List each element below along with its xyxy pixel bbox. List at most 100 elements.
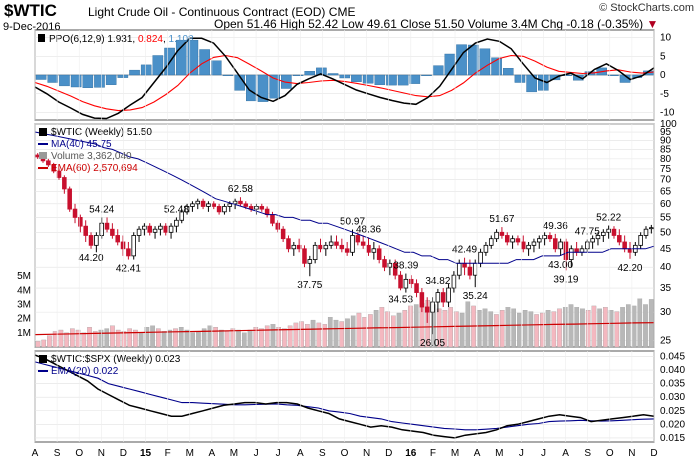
ppo-histogram-bar <box>210 60 222 76</box>
price-candle-body <box>355 235 361 243</box>
x-axis-label: A <box>562 448 569 459</box>
price-candle-body <box>110 228 115 236</box>
price-candle-body <box>430 301 435 313</box>
x-axis-label: A <box>209 448 216 459</box>
volume-bar <box>213 327 218 348</box>
volume-bar <box>499 310 505 348</box>
x-axis-label: J <box>541 448 546 459</box>
volume-bar <box>70 328 75 348</box>
volume-bar <box>310 319 316 348</box>
price-candle-body <box>275 222 281 230</box>
price-candle-body <box>232 200 238 205</box>
price-candle-body <box>270 214 275 224</box>
price-annotation: 43.00 <box>548 260 573 271</box>
ppo-histogram-bar <box>456 44 467 76</box>
volume-bar <box>58 329 64 348</box>
price-tick-label: 45 <box>660 244 672 255</box>
volume-bar <box>643 304 648 348</box>
price-candle-body <box>88 235 94 246</box>
price-candle-body <box>35 154 40 158</box>
ppo-histogram-bar <box>152 55 164 76</box>
x-axis-label: N <box>628 448 635 459</box>
price-candle-body <box>515 238 521 243</box>
x-axis-label: F <box>165 448 171 459</box>
ppo-histogram-bar <box>105 74 117 85</box>
price-candle-body <box>168 225 174 233</box>
ppo-histogram-bar <box>421 74 432 76</box>
price-candle-body <box>547 235 553 240</box>
ppo-tick-label: 0 <box>660 70 666 81</box>
price-candle-body <box>531 241 537 246</box>
x-axis-label: M <box>495 448 503 459</box>
x-axis-label: O <box>341 448 349 459</box>
volume-bar <box>144 327 150 348</box>
price-candle-body <box>563 241 569 260</box>
volume-bar <box>396 312 402 348</box>
price-annotation: 50.97 <box>340 217 365 228</box>
x-axis-label: M <box>186 448 194 459</box>
ppo-histogram-bar <box>608 74 619 76</box>
price-candle-body <box>238 200 243 205</box>
volume-bar <box>545 310 551 348</box>
price-candle-body <box>360 241 366 246</box>
price-annotation: 62.58 <box>228 184 253 195</box>
price-candle-body <box>456 262 462 276</box>
ticker-symbol: $WTIC <box>4 1 57 20</box>
volume-bar <box>127 328 132 348</box>
price-tick-label: 80 <box>660 154 672 165</box>
ppo-histogram-bar <box>140 64 152 76</box>
volume-bar <box>402 310 408 348</box>
price-tick-label: 35 <box>660 283 672 294</box>
ppo-tick-label: 10 <box>660 33 672 44</box>
chg-value: -0.18 (-0.35%) <box>566 17 644 31</box>
volume-bar <box>517 312 522 348</box>
price-annotation: 49.36 <box>543 221 568 232</box>
price-tick-label: 100 <box>660 119 677 130</box>
volume-tick-label: 1M <box>17 328 31 339</box>
volume-bar <box>87 327 92 348</box>
price-tick-label: 95 <box>660 127 672 138</box>
price-candle-body <box>67 188 72 210</box>
volume-bar <box>230 328 236 348</box>
price-candle-body <box>115 235 120 243</box>
price-candle-body <box>553 238 558 250</box>
price-tick-label: 55 <box>660 212 672 223</box>
volume-bar <box>75 329 81 348</box>
price-candle-body <box>307 259 313 264</box>
ratio-legend-swatch <box>39 355 47 363</box>
price-candle-body <box>446 287 451 303</box>
ppo-histogram-bar <box>35 74 47 80</box>
ppo-histogram-bar <box>362 74 374 84</box>
ratio-ema-legend-label: EMA(20) 0.022 <box>51 366 119 377</box>
volume-bar <box>110 325 115 348</box>
price-annotation: 44.20 <box>79 253 104 264</box>
x-axis-label: S <box>54 448 61 459</box>
price-candle-body <box>152 228 158 233</box>
price-candle-body <box>440 292 446 303</box>
ppo-title: PPO(6,12,9) 1.931, 0.824, 1.108 <box>49 34 194 45</box>
price-candle-body <box>158 225 163 230</box>
close-value: 51.50 <box>434 17 465 31</box>
high-label: High <box>280 17 305 31</box>
volume-bar <box>184 329 190 348</box>
x-axis-label: A <box>297 448 304 459</box>
price-annotation: 34.53 <box>388 294 413 305</box>
ratio-tick-label: 0.025 <box>660 406 685 417</box>
ppo-histogram-bar <box>316 67 327 76</box>
price-candle-body <box>558 241 563 250</box>
price-candle-body <box>403 278 409 289</box>
x-axis-label: J <box>276 448 281 459</box>
volume-bar <box>408 305 413 348</box>
price-candle-body <box>200 200 206 207</box>
volume-bar <box>522 310 528 348</box>
price-candle-body <box>627 248 633 253</box>
volume-bar <box>276 327 282 348</box>
price-candle-body <box>601 231 606 236</box>
volume-bar <box>167 329 173 348</box>
volume-bar <box>454 311 459 348</box>
price-candle-body <box>94 235 99 246</box>
volume-bar <box>81 332 87 348</box>
volume-bar <box>236 329 241 348</box>
price-candle-body <box>174 219 179 227</box>
